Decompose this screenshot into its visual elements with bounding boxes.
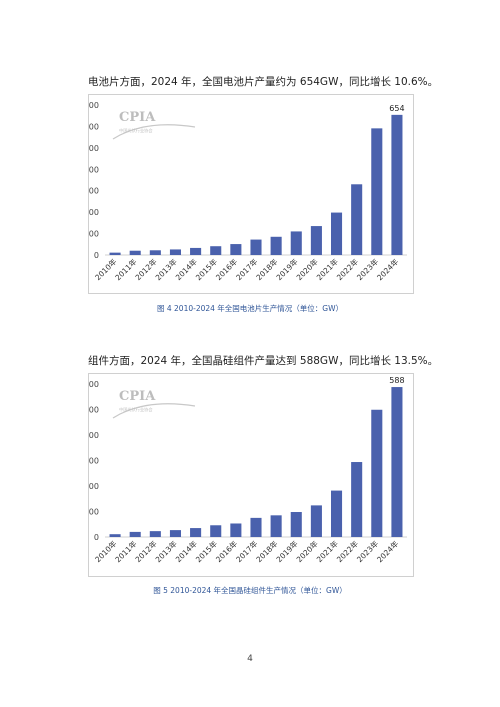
y-tick-label: 600 xyxy=(89,122,99,131)
bar xyxy=(330,490,343,537)
x-tick-label: 2024年 xyxy=(374,256,400,282)
y-tick-label: 300 xyxy=(89,457,99,466)
y-tick-label: 700 xyxy=(89,101,99,110)
watermark-arc xyxy=(112,403,196,419)
bar xyxy=(169,530,182,537)
bar xyxy=(371,409,383,537)
bar xyxy=(129,531,141,537)
caption-figure-4: 图 4 2010-2024 年全国电池片生产情况（单位：GW） xyxy=(156,304,344,313)
bar xyxy=(290,231,302,255)
chart-module-production: CPIA中国光伏行业协会01002003004005006002010年2011… xyxy=(84,373,414,577)
bar xyxy=(230,244,242,255)
bar xyxy=(190,528,202,537)
bar xyxy=(250,517,262,537)
data-label: 588 xyxy=(389,376,404,385)
bar xyxy=(310,226,322,255)
bar xyxy=(330,212,343,255)
y-tick-label: 0 xyxy=(94,251,99,260)
watermark-logo-text: CPIA xyxy=(119,389,156,404)
y-tick-label: 200 xyxy=(89,208,99,217)
paragraph-module-production: 组件方面，2024 年，全国晶硅组件产量达到 588GW，同比增长 13.5%。 xyxy=(88,355,439,367)
cpia-watermark: CPIA 中国光伏行业协会 xyxy=(112,110,196,140)
bar xyxy=(129,250,141,255)
watermark-logo-text: CPIA xyxy=(119,110,156,125)
chart-cell-production: CPIA中国光伏行业协会01002003004005006007002010年2… xyxy=(84,94,414,294)
bar xyxy=(351,184,363,255)
bar xyxy=(210,525,222,537)
bar xyxy=(109,252,121,255)
bar xyxy=(371,128,383,255)
y-tick-label: 200 xyxy=(89,482,99,491)
bar xyxy=(250,239,262,255)
watermark-org-text: 中国光伏行业协会 xyxy=(119,127,153,134)
watermark-arc xyxy=(112,124,196,140)
bar xyxy=(270,515,282,537)
y-tick-label: 300 xyxy=(89,187,99,196)
chart-1-svg: CPIA中国光伏行业协会01002003004005006007002010年2… xyxy=(84,101,407,282)
y-tick-label: 100 xyxy=(89,230,99,239)
bar xyxy=(109,534,121,537)
y-tick-label: 500 xyxy=(89,144,99,153)
watermark-org-text: 中国光伏行业协会 xyxy=(119,406,153,413)
bar xyxy=(230,523,242,537)
bar xyxy=(210,246,222,255)
y-tick-label: 500 xyxy=(89,406,99,415)
data-label: 654 xyxy=(389,104,404,113)
caption-figure-5: 图 5 2010-2024 年全国晶硅组件生产情况（单位：GW） xyxy=(153,586,347,595)
paragraph-cell-production: 电池片方面，2024 年，全国电池片产量约为 654GW，同比增长 10.6%。 xyxy=(88,76,439,88)
bar xyxy=(391,387,403,537)
y-tick-label: 400 xyxy=(89,431,99,440)
bar xyxy=(169,249,182,255)
y-tick-label: 0 xyxy=(94,533,99,542)
bar xyxy=(149,250,161,255)
cpia-watermark: CPIA 中国光伏行业协会 xyxy=(112,389,196,419)
x-tick-label: 2024年 xyxy=(374,538,400,564)
y-tick-label: 100 xyxy=(89,508,99,517)
y-tick-label: 400 xyxy=(89,165,99,174)
bar xyxy=(351,462,363,537)
bar xyxy=(310,505,322,537)
bar xyxy=(290,512,302,537)
y-tick-label: 600 xyxy=(89,380,99,389)
bar xyxy=(190,247,202,255)
bar xyxy=(149,531,161,537)
bar xyxy=(270,236,282,255)
chart-2-svg: CPIA中国光伏行业协会01002003004005006002010年2011… xyxy=(84,376,407,564)
bar xyxy=(391,114,403,255)
page-number: 4 xyxy=(247,654,253,664)
